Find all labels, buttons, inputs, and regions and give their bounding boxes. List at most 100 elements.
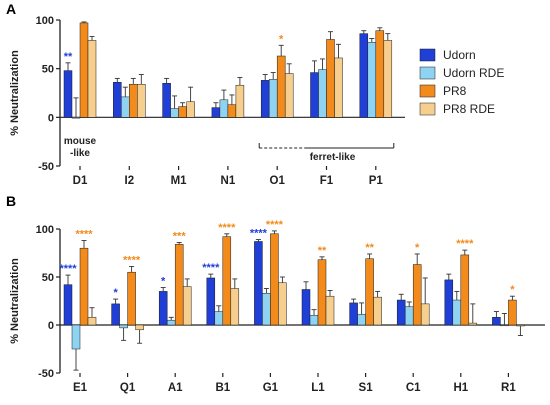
x-tick-label: I2 <box>125 175 135 187</box>
x-tick-label: F1 <box>320 175 334 187</box>
bar <box>158 291 168 326</box>
bar <box>460 254 470 326</box>
panel-letter: A <box>6 1 16 17</box>
bar <box>87 40 97 118</box>
bar <box>135 324 144 331</box>
x-tick-label: C1 <box>406 382 421 394</box>
annotation-mouse-like-line1: mouse <box>64 136 97 147</box>
bar <box>412 264 422 326</box>
bar <box>222 236 232 326</box>
bar <box>111 303 120 326</box>
bar <box>396 299 406 326</box>
bar <box>278 282 287 326</box>
significance-marker: **** <box>218 222 236 234</box>
bar <box>310 72 319 118</box>
y-tick-label: -50 <box>38 368 54 380</box>
legend-swatch <box>419 48 436 62</box>
bar <box>182 286 192 326</box>
y-axis-title: % Neutralization <box>9 50 21 136</box>
x-tick-label: R1 <box>501 382 516 394</box>
bar <box>260 80 270 118</box>
y-tick-label: 0 <box>48 112 54 124</box>
bar <box>508 299 517 326</box>
significance-marker: **** <box>75 229 93 241</box>
bar <box>129 83 138 118</box>
x-tick-label: H1 <box>453 382 468 394</box>
x-tick-label: D1 <box>73 175 88 187</box>
bar <box>317 259 327 326</box>
significance-marker: **** <box>266 219 284 231</box>
bar <box>235 84 245 118</box>
bar <box>79 22 89 118</box>
bar <box>186 101 195 118</box>
bar <box>71 324 81 350</box>
bar <box>162 83 171 118</box>
bar <box>254 241 263 326</box>
significance-marker: * <box>279 33 284 45</box>
bar <box>318 69 327 118</box>
x-tick-label: G1 <box>263 382 279 394</box>
bar <box>137 83 146 118</box>
x-tick-label: M1 <box>171 175 188 187</box>
legend: Udorn Udorn RDE PR8 PR8 RDE <box>419 48 504 116</box>
significance-marker: **** <box>59 263 77 275</box>
bar <box>113 82 122 118</box>
legend-label: PR8 RDE <box>443 102 495 116</box>
bar <box>334 57 343 118</box>
annotation-ferret-like: ferret-like <box>310 152 356 163</box>
legend-swatch <box>419 102 436 116</box>
x-tick-label: Q1 <box>120 382 136 394</box>
significance-marker: * <box>161 276 166 288</box>
bar <box>270 233 279 326</box>
bar <box>404 306 414 326</box>
bar <box>420 303 430 326</box>
bar <box>492 317 501 326</box>
y-tick-label: 50 <box>42 64 54 76</box>
bar <box>359 33 369 118</box>
bar <box>63 284 73 326</box>
bar <box>178 106 187 118</box>
legend-label: Udorn RDE <box>443 66 504 80</box>
bar <box>63 70 73 118</box>
bar <box>174 244 184 326</box>
bar <box>79 247 89 326</box>
significance-marker: ** <box>318 245 327 257</box>
bar <box>262 293 271 326</box>
panel-b: B -50 0 50 100 % Neutralization E1 Q1 A1 B1 G1 L1 S1… <box>6 193 545 394</box>
significance-marker: **** <box>456 238 474 250</box>
significance-marker: * <box>415 242 420 254</box>
y-axis-title: % Neutralization <box>9 258 21 344</box>
significance-marker: ** <box>365 242 374 254</box>
y-tick-label: 100 <box>36 15 54 27</box>
x-tick-label: L1 <box>311 382 325 394</box>
significance-marker: **** <box>250 228 268 240</box>
y-tick-label: 0 <box>48 320 54 332</box>
bar <box>268 79 278 118</box>
bar <box>444 279 454 326</box>
bar <box>365 258 374 326</box>
bar <box>373 296 382 326</box>
y-tick-label: -50 <box>38 161 54 173</box>
bar <box>166 319 176 326</box>
bar <box>452 299 462 326</box>
bar <box>206 277 216 326</box>
bar <box>230 288 240 326</box>
x-tick-label: S1 <box>359 382 374 394</box>
bar <box>349 302 358 326</box>
bar <box>301 289 311 326</box>
x-tick-label: N1 <box>221 175 236 187</box>
significance-marker: *** <box>173 230 187 242</box>
bar <box>127 271 136 326</box>
bar <box>214 311 224 326</box>
y-tick-label: 50 <box>42 272 54 284</box>
bar <box>211 107 221 118</box>
legend-label: PR8 <box>443 84 467 98</box>
bar <box>367 42 377 118</box>
x-tick-label: O1 <box>270 175 286 187</box>
bar <box>516 324 525 327</box>
bar <box>170 108 179 118</box>
x-tick-label: A1 <box>168 382 183 394</box>
significance-marker: ** <box>64 51 73 63</box>
bar <box>383 40 393 118</box>
